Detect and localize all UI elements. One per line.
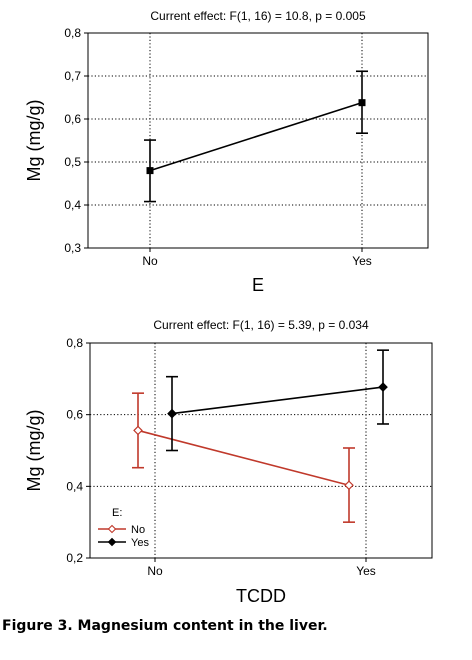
legend-label: No — [131, 524, 145, 536]
chart-title: Current effect: F(1, 16) = 10.8, p = 0.0… — [150, 9, 366, 23]
data-point — [358, 99, 366, 107]
y-tick-label: 0,8 — [66, 336, 83, 350]
x-axis-label: TCDD — [236, 586, 286, 606]
data-point — [167, 408, 177, 419]
y-axis-label: Mg (mg/g) — [24, 409, 44, 491]
y-tick-label: 0,6 — [66, 408, 83, 422]
figure-caption: Figure 3. Magnesium content in the liver… — [2, 618, 328, 634]
x-tick-label: Yes — [356, 564, 376, 578]
data-point — [146, 167, 154, 175]
data-point — [378, 382, 388, 392]
y-tick-label: 0,6 — [64, 112, 81, 126]
series-line — [137, 429, 350, 487]
y-tick-label: 0,2 — [66, 551, 83, 565]
data-point — [344, 480, 354, 491]
x-tick-label: No — [147, 564, 163, 578]
figure-canvas: Current effect: F(1, 16) = 10.8, p = 0.0… — [24, 9, 433, 606]
legend-title: E: — [112, 507, 122, 519]
x-axis-label: E — [252, 275, 264, 295]
y-tick-label: 0,3 — [64, 241, 81, 255]
chart-title: Current effect: F(1, 16) = 5.39, p = 0.0… — [153, 318, 369, 332]
legend-swatch-marker — [107, 537, 117, 547]
legend-swatch-marker — [107, 524, 117, 534]
series-line — [171, 386, 384, 415]
series-line — [149, 101, 363, 172]
y-tick-label: 0,4 — [66, 479, 83, 493]
legend-label: Yes — [131, 537, 149, 549]
plot-frame — [87, 32, 429, 249]
x-tick-label: No — [142, 254, 158, 268]
data-point — [133, 425, 143, 436]
plot-frame — [89, 342, 433, 559]
y-axis-label: Mg (mg/g) — [24, 99, 44, 181]
y-tick-label: 0,4 — [64, 198, 81, 212]
y-tick-label: 0,5 — [64, 155, 81, 169]
y-tick-label: 0,7 — [64, 69, 81, 83]
x-tick-label: Yes — [352, 254, 372, 268]
y-tick-label: 0,8 — [64, 26, 81, 40]
